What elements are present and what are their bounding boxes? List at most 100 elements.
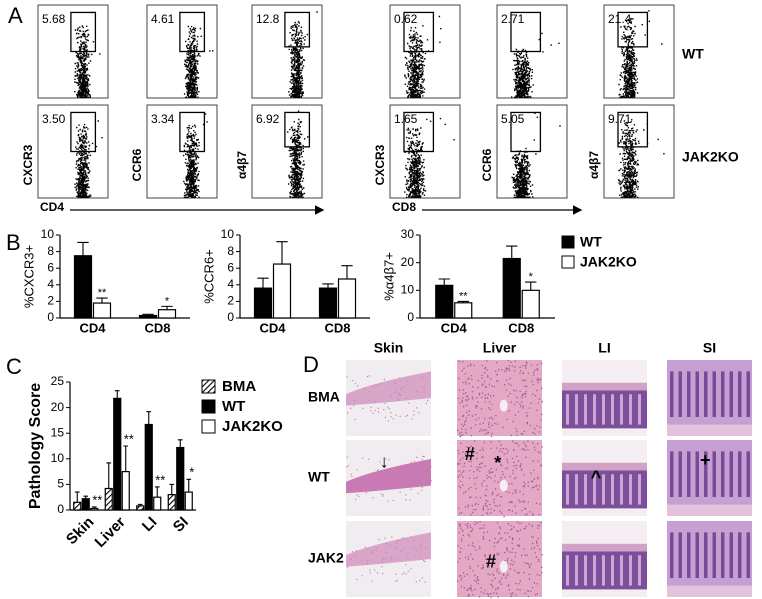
y-tick-label: 30	[401, 227, 415, 241]
bar	[90, 507, 99, 511]
bar	[272, 263, 292, 319]
x-axis-label: CD4	[40, 200, 64, 214]
x-tick-label: CD4	[441, 320, 468, 335]
y-axis-label: CXCR3	[373, 144, 387, 185]
crypt	[566, 394, 569, 425]
y-tick-label: 4	[47, 277, 54, 291]
tissue-layer	[346, 371, 431, 406]
error-bar	[96, 297, 108, 304]
crypt	[575, 394, 578, 425]
error-bar	[106, 462, 112, 489]
bar	[454, 302, 473, 319]
bar	[92, 302, 112, 319]
villus	[704, 451, 708, 497]
tissue-texture	[346, 455, 432, 502]
bar	[176, 446, 185, 511]
crypt	[593, 394, 596, 425]
vessel	[499, 560, 508, 573]
row-label: JAK2KO	[682, 149, 739, 165]
bar	[435, 284, 454, 319]
error-bar	[161, 305, 173, 310]
villus	[746, 532, 750, 578]
bar	[113, 397, 122, 511]
error-bar	[123, 445, 129, 472]
villus	[678, 532, 682, 578]
bar	[253, 287, 273, 319]
bar	[502, 257, 521, 319]
gate-percent: 0.62	[394, 12, 418, 26]
significance: *	[189, 465, 194, 480]
y-axis-label: %α4β7+	[381, 252, 396, 301]
flow-plot-frame	[37, 104, 109, 199]
x-tick-label: CD4	[259, 320, 286, 335]
tissue-texture	[457, 521, 543, 598]
error-bar	[177, 439, 183, 448]
vessel	[499, 479, 508, 492]
villus	[670, 451, 674, 497]
error-bar	[74, 491, 80, 503]
bar	[337, 278, 357, 319]
gate-percent: 9.71	[608, 112, 632, 126]
gate-percent: 2.71	[501, 12, 525, 26]
villus	[695, 371, 699, 417]
error-bar	[322, 283, 334, 289]
y-axis-label: %CCR6+	[201, 249, 216, 304]
crypt	[593, 555, 596, 586]
significance: **	[92, 492, 102, 507]
annotation-symbol: #	[465, 444, 475, 464]
error-bar	[169, 483, 175, 495]
villus	[729, 451, 733, 497]
gate	[179, 111, 206, 153]
villus	[678, 371, 682, 417]
y-axis-label: α4β7	[235, 151, 249, 179]
y-tick-label: 0	[407, 310, 414, 324]
x-tick-label: CD4	[79, 320, 106, 335]
crypt	[584, 394, 587, 425]
error-bar	[525, 281, 537, 291]
y-tick-label: 8	[227, 244, 234, 258]
gate	[284, 111, 311, 148]
significance: *	[165, 295, 170, 307]
crypt	[629, 394, 632, 425]
event-dots	[74, 11, 101, 98]
x-tick-label: SI	[170, 514, 192, 536]
bar	[81, 498, 90, 511]
crypt	[566, 555, 569, 586]
flow-plot-frame	[603, 104, 675, 199]
legend-label: BMA	[222, 378, 256, 395]
y-axis-label: Pathology Score	[27, 383, 44, 509]
y-tick-label: 0	[227, 310, 234, 324]
crypt	[611, 474, 614, 505]
gate	[510, 111, 542, 153]
significance: **	[124, 431, 134, 446]
villus	[678, 451, 682, 497]
event-dots	[618, 10, 663, 99]
gate-percent: 21.4	[608, 12, 632, 26]
y-tick-label: 8	[47, 244, 54, 258]
y-tick-label: 5	[57, 477, 64, 491]
error-bar	[257, 277, 269, 289]
crypt	[584, 555, 587, 586]
crypt	[575, 555, 578, 586]
y-tick-label: 10	[221, 227, 235, 241]
panel-label: A	[8, 3, 23, 28]
error-bar	[341, 265, 353, 279]
tissue-layer	[346, 532, 431, 567]
gate	[70, 111, 97, 153]
panel-label: C	[6, 354, 22, 379]
error-bar	[83, 495, 89, 499]
event-dots	[182, 113, 208, 198]
error-bar	[186, 478, 192, 493]
flow-plot-frame	[251, 4, 323, 99]
crypt	[602, 474, 605, 505]
event-dots	[183, 25, 214, 99]
crypt	[620, 474, 623, 505]
bar	[73, 255, 93, 319]
x-tick-label: Liver	[92, 514, 129, 551]
flow-plot-frame	[251, 104, 323, 199]
legend-label: WT	[222, 398, 245, 415]
event-dots	[618, 119, 665, 198]
tissue-texture	[457, 440, 543, 518]
